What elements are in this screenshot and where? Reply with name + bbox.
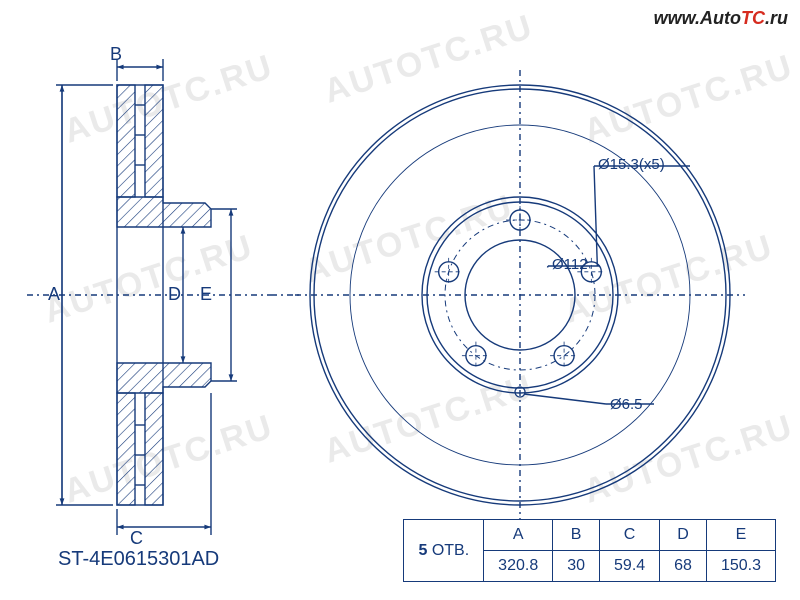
holes-unit: ОТВ.	[432, 542, 469, 559]
col-b: B	[553, 520, 600, 551]
dim-label-a: A	[48, 284, 60, 305]
dim-label-b: B	[110, 44, 122, 65]
val-d: 68	[660, 551, 707, 582]
col-c: C	[600, 520, 660, 551]
dim-label-c: C	[130, 528, 143, 549]
val-c: 59.4	[600, 551, 660, 582]
table-holes-cell: 5 ОТВ.	[404, 520, 484, 582]
dim-label-e: E	[200, 284, 212, 305]
val-a: 320.8	[484, 551, 553, 582]
technical-drawing	[0, 0, 800, 600]
dim-label-d: D	[168, 284, 181, 305]
callout-bolt: Ø15.3(x5)	[598, 156, 665, 173]
callout-pin: Ø6.5	[610, 396, 643, 413]
table-header-row: 5 ОТВ. A B C D E	[404, 520, 776, 551]
val-b: 30	[553, 551, 600, 582]
col-e: E	[706, 520, 775, 551]
callout-bore: Ø112	[552, 256, 588, 273]
part-number: ST-4E0615301AD	[58, 548, 219, 571]
holes-count: 5	[418, 542, 427, 559]
col-a: A	[484, 520, 553, 551]
col-d: D	[660, 520, 707, 551]
spec-table: 5 ОТВ. A B C D E 320.8 30 59.4 68 150.3	[403, 519, 776, 582]
val-e: 150.3	[706, 551, 775, 582]
canvas: AUTOTC.RUAUTOTC.RUAUTOTC.RUAUTOTC.RUAUTO…	[0, 0, 800, 600]
